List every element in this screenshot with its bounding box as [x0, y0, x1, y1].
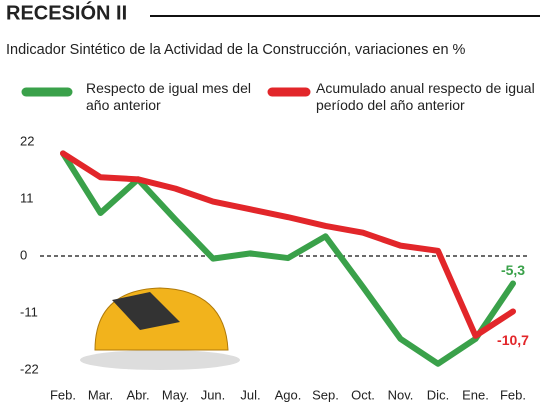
line: [60, 150, 516, 339]
x-tick-label: Ene.: [462, 387, 489, 402]
data-label: -5,3: [501, 262, 525, 278]
x-tick-label: Feb.: [500, 387, 526, 402]
x-tick-label: May.: [162, 387, 189, 402]
x-tick-label: Ago.: [275, 387, 302, 402]
y-tick-label: -22: [20, 361, 39, 376]
x-tick-label: Nov.: [388, 387, 414, 402]
x-tick-label: Jul.: [240, 387, 260, 402]
chart-title: RECESIÓN II: [6, 0, 127, 24]
y-tick-label: -11: [20, 304, 38, 319]
data-label: -10,7: [497, 332, 529, 348]
y-tick-label: 22: [20, 133, 34, 148]
x-tick-label: Mar.: [88, 387, 113, 402]
chart-subtitle: Indicador Sintético de la Actividad de l…: [6, 42, 466, 58]
legend-label: Respecto de igual mes del año anterior: [86, 80, 251, 113]
x-tick-label: Jun.: [201, 387, 226, 402]
y-tick-label: 0: [20, 247, 27, 262]
helmet: [80, 287, 240, 370]
x-tick-label: Dic.: [427, 387, 449, 402]
x-tick-label: Feb.: [50, 387, 76, 402]
legend-label: Acumulado anual respecto de igual períod…: [316, 80, 535, 113]
x-tick-label: Oct.: [351, 387, 375, 402]
y-tick-label: 11: [20, 190, 34, 205]
x-tick-label: Sep.: [312, 387, 339, 402]
x-tick-label: Abr.: [126, 387, 149, 402]
